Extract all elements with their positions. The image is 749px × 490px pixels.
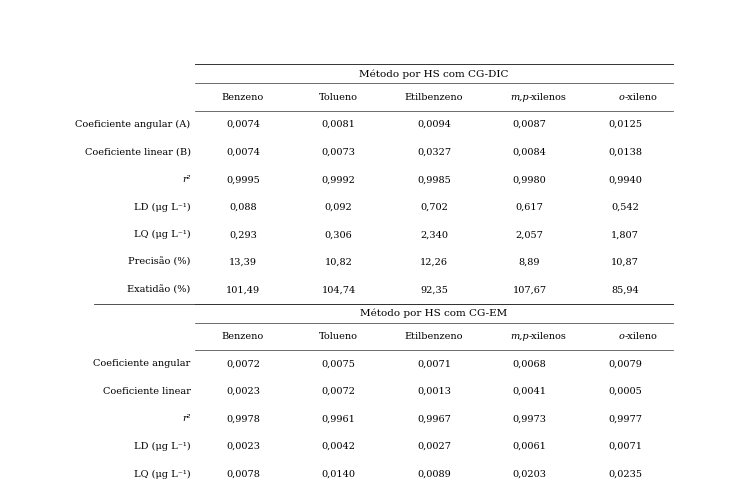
Text: 0,0079: 0,0079 — [608, 359, 642, 368]
Text: Etilbenzeno: Etilbenzeno — [404, 93, 464, 101]
Text: 0,0087: 0,0087 — [512, 120, 547, 129]
Text: o: o — [619, 93, 625, 101]
Text: Precisão (%): Precisão (%) — [128, 258, 190, 267]
Text: 0,0071: 0,0071 — [608, 442, 642, 451]
Text: 0,0074: 0,0074 — [226, 147, 260, 157]
Text: 0,9977: 0,9977 — [608, 415, 642, 423]
Text: LQ (μg L⁻¹): LQ (μg L⁻¹) — [134, 469, 190, 479]
Text: 0,0138: 0,0138 — [608, 147, 642, 157]
Text: -xilenos: -xilenos — [529, 332, 567, 341]
Text: o: o — [619, 332, 625, 341]
Text: Tolueno: Tolueno — [319, 93, 358, 101]
Text: Coeficiente angular: Coeficiente angular — [94, 359, 190, 368]
Text: 0,0089: 0,0089 — [417, 469, 451, 479]
Text: 0,9980: 0,9980 — [513, 175, 547, 184]
Text: LQ (μg L⁻¹): LQ (μg L⁻¹) — [134, 230, 190, 240]
Text: 0,0023: 0,0023 — [226, 442, 260, 451]
Text: 0,9940: 0,9940 — [608, 175, 642, 184]
Text: 104,74: 104,74 — [321, 285, 356, 294]
Text: Método por HS com CG-DIC: Método por HS com CG-DIC — [360, 69, 509, 78]
Text: 0,293: 0,293 — [229, 230, 257, 239]
Text: 0,0071: 0,0071 — [417, 359, 451, 368]
Text: 0,088: 0,088 — [229, 203, 257, 212]
Text: 0,9967: 0,9967 — [417, 415, 451, 423]
Text: 0,0084: 0,0084 — [512, 147, 547, 157]
Text: Método por HS com CG-EM: Método por HS com CG-EM — [360, 308, 508, 318]
Text: m,p: m,p — [510, 332, 529, 341]
Text: Coeficiente linear: Coeficiente linear — [103, 387, 190, 396]
Text: 2,340: 2,340 — [420, 230, 448, 239]
Text: 0,0140: 0,0140 — [321, 469, 356, 479]
Text: 0,092: 0,092 — [324, 203, 352, 212]
Text: 0,0072: 0,0072 — [321, 387, 356, 396]
Text: 0,0061: 0,0061 — [512, 442, 547, 451]
Text: Benzeno: Benzeno — [222, 93, 264, 101]
Text: 0,9978: 0,9978 — [226, 415, 260, 423]
Text: 0,9995: 0,9995 — [226, 175, 260, 184]
Text: Coeficiente angular (A): Coeficiente angular (A) — [76, 120, 190, 129]
Text: Etilbenzeno: Etilbenzeno — [404, 332, 464, 341]
Text: 107,67: 107,67 — [512, 285, 547, 294]
Text: 0,0023: 0,0023 — [226, 387, 260, 396]
Text: 12,26: 12,26 — [420, 258, 448, 267]
Text: r²: r² — [182, 415, 190, 423]
Text: LD (μg L⁻¹): LD (μg L⁻¹) — [134, 442, 190, 451]
Text: 0,9961: 0,9961 — [321, 415, 356, 423]
Text: 0,542: 0,542 — [611, 203, 639, 212]
Text: 0,0042: 0,0042 — [321, 442, 356, 451]
Text: 1,807: 1,807 — [611, 230, 639, 239]
Text: 0,9992: 0,9992 — [321, 175, 356, 184]
Text: 101,49: 101,49 — [226, 285, 260, 294]
Text: 0,0094: 0,0094 — [417, 120, 451, 129]
Text: 0,0235: 0,0235 — [608, 469, 642, 479]
Text: 10,82: 10,82 — [324, 258, 353, 267]
Text: m,p: m,p — [510, 93, 529, 101]
Text: -xilenos: -xilenos — [529, 93, 567, 101]
Text: Benzeno: Benzeno — [222, 332, 264, 341]
Text: 0,0041: 0,0041 — [512, 387, 547, 396]
Text: 0,9985: 0,9985 — [417, 175, 451, 184]
Text: 0,702: 0,702 — [420, 203, 448, 212]
Text: 85,94: 85,94 — [611, 285, 639, 294]
Text: 0,0203: 0,0203 — [512, 469, 547, 479]
Text: 0,0078: 0,0078 — [226, 469, 260, 479]
Text: 8,89: 8,89 — [519, 258, 540, 267]
Text: 0,0075: 0,0075 — [321, 359, 356, 368]
Text: 0,617: 0,617 — [515, 203, 544, 212]
Text: Exatidão (%): Exatidão (%) — [127, 285, 190, 294]
Text: -xileno: -xileno — [625, 332, 658, 341]
Text: -xileno: -xileno — [625, 93, 658, 101]
Text: 0,0327: 0,0327 — [417, 147, 451, 157]
Text: 0,0013: 0,0013 — [417, 387, 451, 396]
Text: 0,0072: 0,0072 — [226, 359, 260, 368]
Text: 10,87: 10,87 — [611, 258, 639, 267]
Text: r²: r² — [182, 175, 190, 184]
Text: Coeficiente linear (B): Coeficiente linear (B) — [85, 147, 190, 157]
Text: Tolueno: Tolueno — [319, 332, 358, 341]
Text: 0,0005: 0,0005 — [608, 387, 642, 396]
Text: 0,9973: 0,9973 — [512, 415, 547, 423]
Text: 0,306: 0,306 — [324, 230, 352, 239]
Text: 0,0073: 0,0073 — [321, 147, 356, 157]
Text: 0,0027: 0,0027 — [417, 442, 451, 451]
Text: 92,35: 92,35 — [420, 285, 448, 294]
Text: 0,0068: 0,0068 — [513, 359, 547, 368]
Text: LD (μg L⁻¹): LD (μg L⁻¹) — [134, 203, 190, 212]
Text: 0,0125: 0,0125 — [608, 120, 642, 129]
Text: 13,39: 13,39 — [229, 258, 257, 267]
Text: 0,0074: 0,0074 — [226, 120, 260, 129]
Text: 2,057: 2,057 — [515, 230, 544, 239]
Text: 0,0081: 0,0081 — [321, 120, 356, 129]
